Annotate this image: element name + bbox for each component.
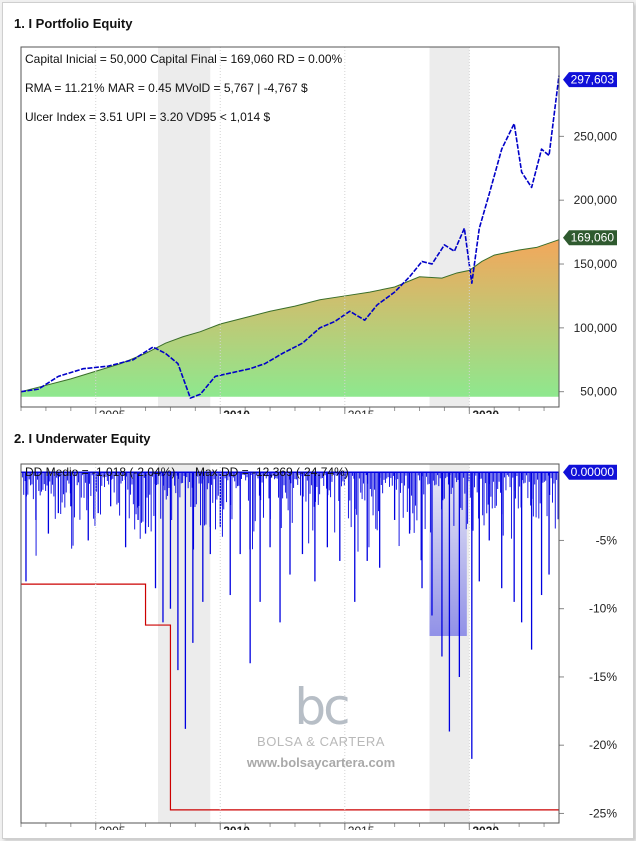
- y-tick-label: 250,000: [574, 129, 618, 143]
- x-tick-label: 2010: [223, 408, 250, 414]
- plot-border: [20, 463, 560, 824]
- x-tick-label: 2020: [472, 824, 499, 830]
- last-value-label-area: 169,060: [571, 231, 615, 245]
- equity-area-fill: [21, 239, 559, 397]
- underwater-equity-chart: 2005 2010 2015 2020 -5% -10% -15% -20% -25% DD Me…: [20, 463, 618, 830]
- chart-2-title: 2. I Underwater Equity: [14, 431, 151, 446]
- chart-1-title: 1. I Portfolio Equity: [14, 16, 133, 31]
- y-tick-label: -5%: [596, 533, 618, 547]
- x-tick-label: 2020: [472, 408, 499, 414]
- stats-dd-medio: DD Medio = -1,018 (-2.04%): [25, 465, 175, 479]
- y-tick-label: 200,000: [574, 193, 618, 207]
- plot-border: [20, 46, 560, 408]
- stats-line-3: Ulcer Index = 3.51 UPI = 3.20 VD95 < 1,0…: [25, 110, 270, 124]
- last-value-label-line: 297,603: [571, 73, 615, 87]
- y-tick-label: 150,000: [574, 257, 618, 271]
- shaded-period-1: [157, 464, 211, 823]
- stats-max-dd: Max DD = -12,369 (-24.74%): [195, 465, 349, 479]
- stats-line-1: Capital Inicial = 50,000 Capital Final =…: [25, 52, 343, 66]
- equity-area-line: [20, 239, 560, 393]
- last-value-label-underwater: 0.00000: [571, 465, 615, 479]
- last-value-label-area-bg: [563, 230, 617, 246]
- y-tick-label: -10%: [589, 602, 617, 616]
- x-tick-label: 2010: [223, 824, 250, 830]
- last-value-label-underwater-bg: [563, 464, 617, 480]
- watermark-name: BOLSA & CARTERA: [257, 734, 385, 749]
- last-value-label-line-bg: [563, 72, 617, 88]
- stats-line-2: RMA = 11.21% MAR = 0.45 MVolD = 5,767 | …: [25, 81, 308, 95]
- y-tick-label: -20%: [589, 738, 617, 752]
- x-tick-label: 2005: [99, 824, 126, 830]
- y-tick-label: -25%: [589, 806, 617, 820]
- portfolio-equity-chart: 2005 2010 2015 2020 50,000 100,000 150,000 200,…: [20, 46, 618, 414]
- x-tick-label: 2005: [99, 408, 126, 414]
- watermark-logo: bc: [294, 678, 350, 736]
- equity-line-series: [20, 75, 560, 399]
- x-tick-label: 2015: [348, 824, 375, 830]
- x-tick-label: 2015: [348, 408, 375, 414]
- y-tick-label: -15%: [589, 670, 617, 684]
- watermark: bc BOLSA & CARTERA www.bolsaycartera.com: [236, 678, 406, 770]
- watermark-url: www.bolsaycartera.com: [246, 755, 396, 770]
- max-drawdown-line: [21, 583, 559, 811]
- drawdown-fill-1: [429, 472, 467, 636]
- y-tick-label: 100,000: [574, 321, 618, 335]
- y-tick-label: 50,000: [580, 385, 617, 399]
